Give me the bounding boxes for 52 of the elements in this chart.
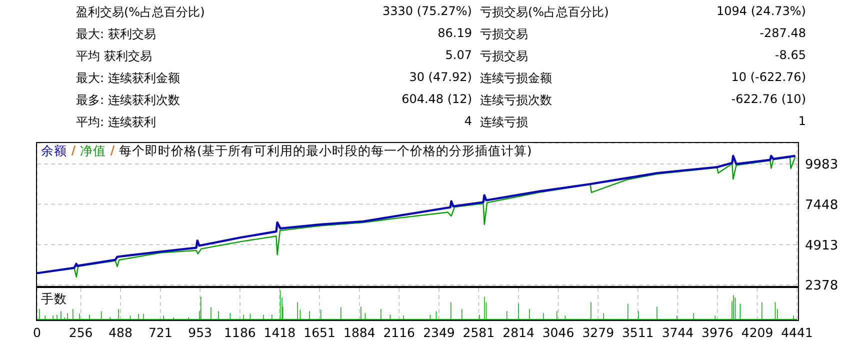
x-tick-label: 953 <box>188 324 212 340</box>
text: -287.48 <box>760 26 806 40</box>
x-tick-label: 1884 <box>344 324 376 340</box>
text: -8.65 <box>774 48 806 62</box>
text: 1094 (24.73%) <box>716 4 806 18</box>
text: 平均: 连续获利 <box>76 114 156 131</box>
text: -622.76 (10) <box>731 92 806 106</box>
x-tick-label: 4209 <box>741 324 774 340</box>
text: 86.19 <box>438 26 472 40</box>
x-tick-label: 2349 <box>423 324 455 340</box>
text: 连续亏损 <box>480 114 528 131</box>
text: 最多: 连续获利次数 <box>76 92 180 109</box>
x-tick-label: 2814 <box>502 324 535 340</box>
x-tick-label: 2581 <box>462 324 495 340</box>
x-tick-label: 488 <box>108 324 132 340</box>
x-tick-label: 256 <box>68 324 93 340</box>
text: 4 <box>464 114 472 128</box>
text: 余额 <box>41 143 67 158</box>
text: 亏损交易(%占总百分比) <box>480 4 609 21</box>
text: 5.07 <box>445 48 472 62</box>
x-tick-label: 3976 <box>702 324 734 340</box>
x-tick-label: 3511 <box>622 324 654 340</box>
text: 最大: 连续获利金额 <box>76 70 180 87</box>
text: 3330 (75.27%) <box>382 4 472 18</box>
x-tick-label: 1651 <box>304 324 336 340</box>
text: 最大: 获利交易 <box>76 26 156 43</box>
x-tick-label: 0 <box>33 324 42 340</box>
text: 10 (-622.76) <box>731 70 806 84</box>
x-tick-label: 3279 <box>582 324 614 340</box>
text: 净值 <box>80 143 106 158</box>
y-tick-label: 9983 <box>805 158 838 173</box>
text: 盈利交易(%占总百分比) <box>76 4 205 21</box>
text: 亏损交易 <box>480 26 528 43</box>
text: 亏损交易 <box>480 48 528 65</box>
x-tick-label: 2116 <box>383 324 416 340</box>
x-tick-label: 3744 <box>662 324 694 340</box>
text: 1 <box>798 114 806 128</box>
x-tick-label: 1418 <box>264 324 296 340</box>
y-tick-label: 2378 <box>805 278 838 294</box>
x-tick-label: 4441 <box>781 324 813 340</box>
y-tick-label: 7448 <box>805 198 838 213</box>
x-tick-label: 1186 <box>224 324 256 340</box>
chart-title: 每个即时价格(基于所有可利用的最小时段的每一个价格的分形插值计算) <box>119 143 532 158</box>
x-tick-label: 721 <box>148 324 172 340</box>
x-tick-label: 3046 <box>542 324 574 340</box>
text: 连续亏损金额 <box>480 70 552 87</box>
chart-title: 手数 <box>41 291 67 308</box>
text: 30 (47.92) <box>409 70 472 84</box>
y-tick-label: 4913 <box>805 238 838 254</box>
text: 连续亏损次数 <box>480 92 552 109</box>
text: 604.48 (12) <box>402 92 472 106</box>
text: 平均 获利交易 <box>76 48 152 65</box>
